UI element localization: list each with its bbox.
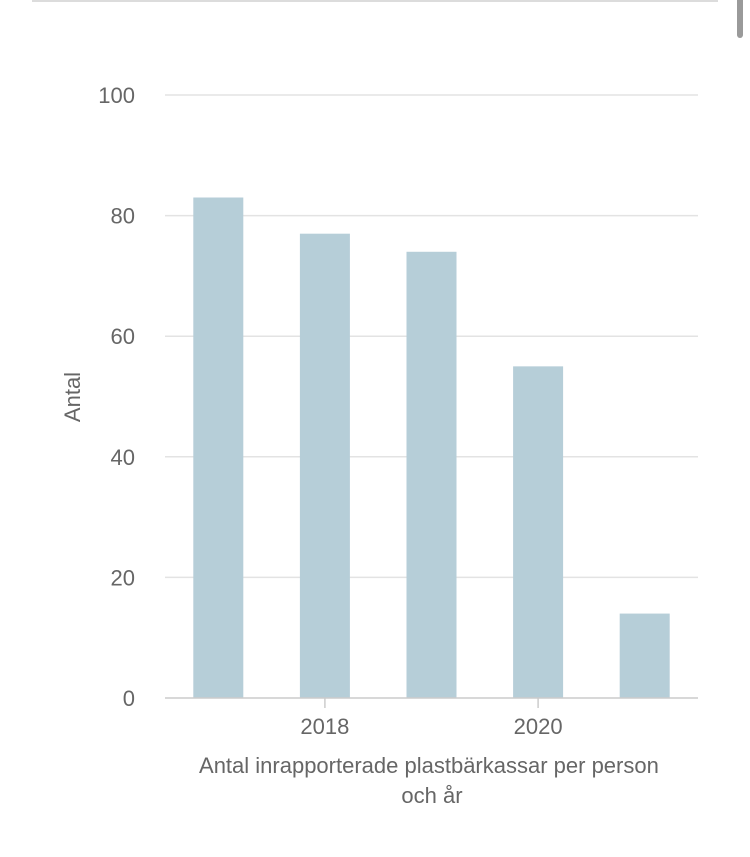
x-axis-ticks: 2018 2020 [300,698,563,739]
y-tick-label: 60 [111,324,135,349]
top-divider [32,0,718,2]
y-tick-label: 40 [111,445,135,470]
bar [299,233,350,698]
y-tick-label: 0 [123,686,135,711]
x-axis-label-line-1: Antal inrapporterade plastbärkassar per … [199,753,659,778]
bar [406,251,457,698]
bar [619,613,670,698]
x-tick-label: 2020 [514,714,563,739]
x-tick-label: 2018 [300,714,349,739]
y-axis-label: Antal [60,372,85,422]
scrollbar-thumb[interactable] [737,0,743,38]
y-tick-label: 100 [98,83,135,108]
y-tick-label: 20 [111,565,135,590]
y-tick-label: 80 [111,204,135,229]
x-axis-label: Antal inrapporterade plastbärkassar per … [199,753,665,808]
bar [513,366,564,698]
bars [193,197,670,698]
bar [193,197,244,698]
y-axis-ticks: 0 20 40 60 80 100 [98,83,135,711]
x-axis-label-line-2: och år [401,783,462,808]
